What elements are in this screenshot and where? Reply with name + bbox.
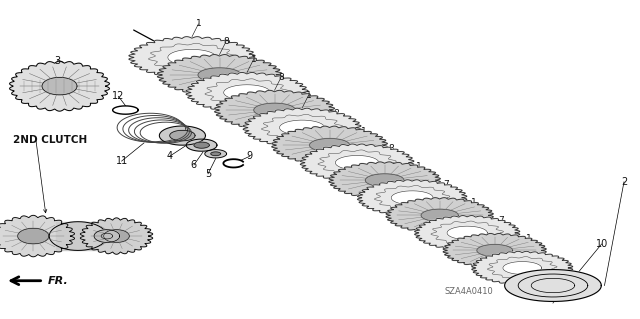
Polygon shape xyxy=(243,108,361,147)
Text: 1: 1 xyxy=(361,127,366,136)
Polygon shape xyxy=(421,209,458,221)
Polygon shape xyxy=(157,55,282,95)
Polygon shape xyxy=(170,130,195,141)
Polygon shape xyxy=(42,78,77,95)
Polygon shape xyxy=(280,120,324,135)
Text: 1: 1 xyxy=(251,55,256,64)
Polygon shape xyxy=(104,230,129,242)
Polygon shape xyxy=(254,103,295,117)
Text: 8: 8 xyxy=(278,73,284,82)
Polygon shape xyxy=(129,37,255,78)
Polygon shape xyxy=(159,126,205,145)
Polygon shape xyxy=(477,244,513,256)
Text: 2: 2 xyxy=(621,177,627,187)
Polygon shape xyxy=(335,155,379,170)
Polygon shape xyxy=(18,228,49,244)
Polygon shape xyxy=(0,215,75,257)
Text: 1: 1 xyxy=(471,198,476,207)
Polygon shape xyxy=(415,216,520,250)
Text: 1: 1 xyxy=(196,19,201,28)
Polygon shape xyxy=(198,68,241,82)
Polygon shape xyxy=(447,226,488,240)
Text: 1: 1 xyxy=(526,234,531,243)
Text: 1: 1 xyxy=(306,91,311,100)
Polygon shape xyxy=(94,230,120,242)
Text: 9: 9 xyxy=(246,151,253,161)
Polygon shape xyxy=(168,49,216,65)
Text: 5: 5 xyxy=(205,169,211,179)
Text: 8: 8 xyxy=(388,145,394,153)
Text: FR.: FR. xyxy=(48,276,68,286)
Text: 8: 8 xyxy=(223,37,228,46)
Polygon shape xyxy=(194,142,209,148)
Polygon shape xyxy=(300,144,414,182)
Polygon shape xyxy=(49,222,107,250)
Text: 3: 3 xyxy=(54,56,61,66)
Polygon shape xyxy=(472,251,573,285)
Polygon shape xyxy=(80,218,153,254)
Polygon shape xyxy=(10,61,109,111)
Text: 7: 7 xyxy=(499,216,504,225)
Polygon shape xyxy=(386,198,493,233)
Text: 7: 7 xyxy=(444,180,449,189)
Text: 11: 11 xyxy=(115,156,128,166)
Text: 4: 4 xyxy=(166,151,173,161)
Text: SZA4A0410: SZA4A0410 xyxy=(445,287,493,296)
Polygon shape xyxy=(186,139,217,151)
Text: 10: 10 xyxy=(595,239,608,249)
Polygon shape xyxy=(214,90,335,130)
Polygon shape xyxy=(505,270,602,301)
Polygon shape xyxy=(503,262,541,274)
Polygon shape xyxy=(310,138,349,152)
Polygon shape xyxy=(365,174,404,187)
Polygon shape xyxy=(223,85,271,100)
Polygon shape xyxy=(391,191,433,205)
Polygon shape xyxy=(56,222,107,250)
Text: 8: 8 xyxy=(333,109,339,118)
Polygon shape xyxy=(329,162,440,199)
Polygon shape xyxy=(272,126,387,164)
Text: 1: 1 xyxy=(416,162,421,171)
Polygon shape xyxy=(443,234,547,267)
Polygon shape xyxy=(205,150,227,158)
Text: 6: 6 xyxy=(191,160,197,170)
Text: 12: 12 xyxy=(112,91,125,101)
Text: 2ND CLUTCH: 2ND CLUTCH xyxy=(13,135,87,145)
Polygon shape xyxy=(211,152,221,156)
Polygon shape xyxy=(358,180,467,216)
Polygon shape xyxy=(186,72,308,113)
